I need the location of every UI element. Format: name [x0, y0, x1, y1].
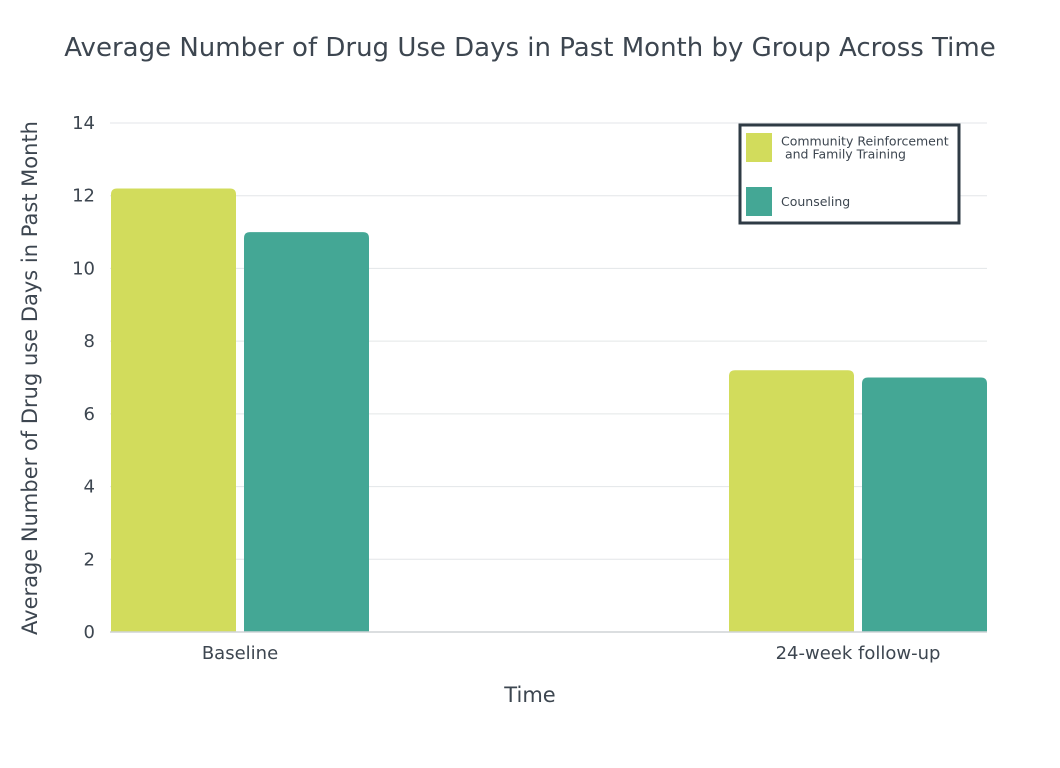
y-axis-ticks: 0 2 4 6 8 10 12 14: [72, 113, 95, 643]
y-tick-label: 2: [84, 549, 95, 570]
y-tick-label: 0: [84, 622, 95, 643]
y-tick-label: 10: [72, 258, 95, 279]
y-tick-label: 14: [72, 113, 95, 134]
legend: Community Reinforcement and Family Train…: [738, 123, 961, 225]
legend-label-line: Counseling: [781, 194, 850, 209]
y-tick-label: 4: [84, 477, 95, 498]
bar-counseling: [862, 377, 987, 632]
y-axis-title: Average Number of Drug use Days in Past …: [18, 121, 42, 635]
legend-label: Community Reinforcement and Family Train…: [781, 134, 949, 162]
y-tick-label: 12: [72, 186, 95, 207]
x-axis-title: Time: [503, 683, 555, 707]
x-tick-label: 24-week follow-up: [776, 643, 941, 664]
y-tick-label: 8: [84, 331, 95, 352]
legend-items: Community Reinforcement and Family Train…: [746, 133, 949, 216]
legend-box: [738, 123, 961, 225]
bar-craft: [111, 188, 236, 632]
bar-counseling: [244, 232, 369, 633]
x-axis-ticks: Baseline 24-week follow-up: [202, 643, 941, 664]
legend-label: Counseling: [781, 194, 850, 209]
legend-swatch: [746, 133, 772, 162]
x-tick-label: Baseline: [202, 643, 278, 664]
legend-label-line: and Family Training: [781, 147, 906, 162]
legend-label-line: Community Reinforcement: [781, 134, 949, 149]
chart-title: Average Number of Drug Use Days in Past …: [64, 33, 995, 63]
legend-swatch: [746, 187, 772, 216]
bars: [111, 188, 987, 633]
bar-craft: [729, 370, 854, 632]
y-tick-label: 6: [84, 404, 95, 425]
